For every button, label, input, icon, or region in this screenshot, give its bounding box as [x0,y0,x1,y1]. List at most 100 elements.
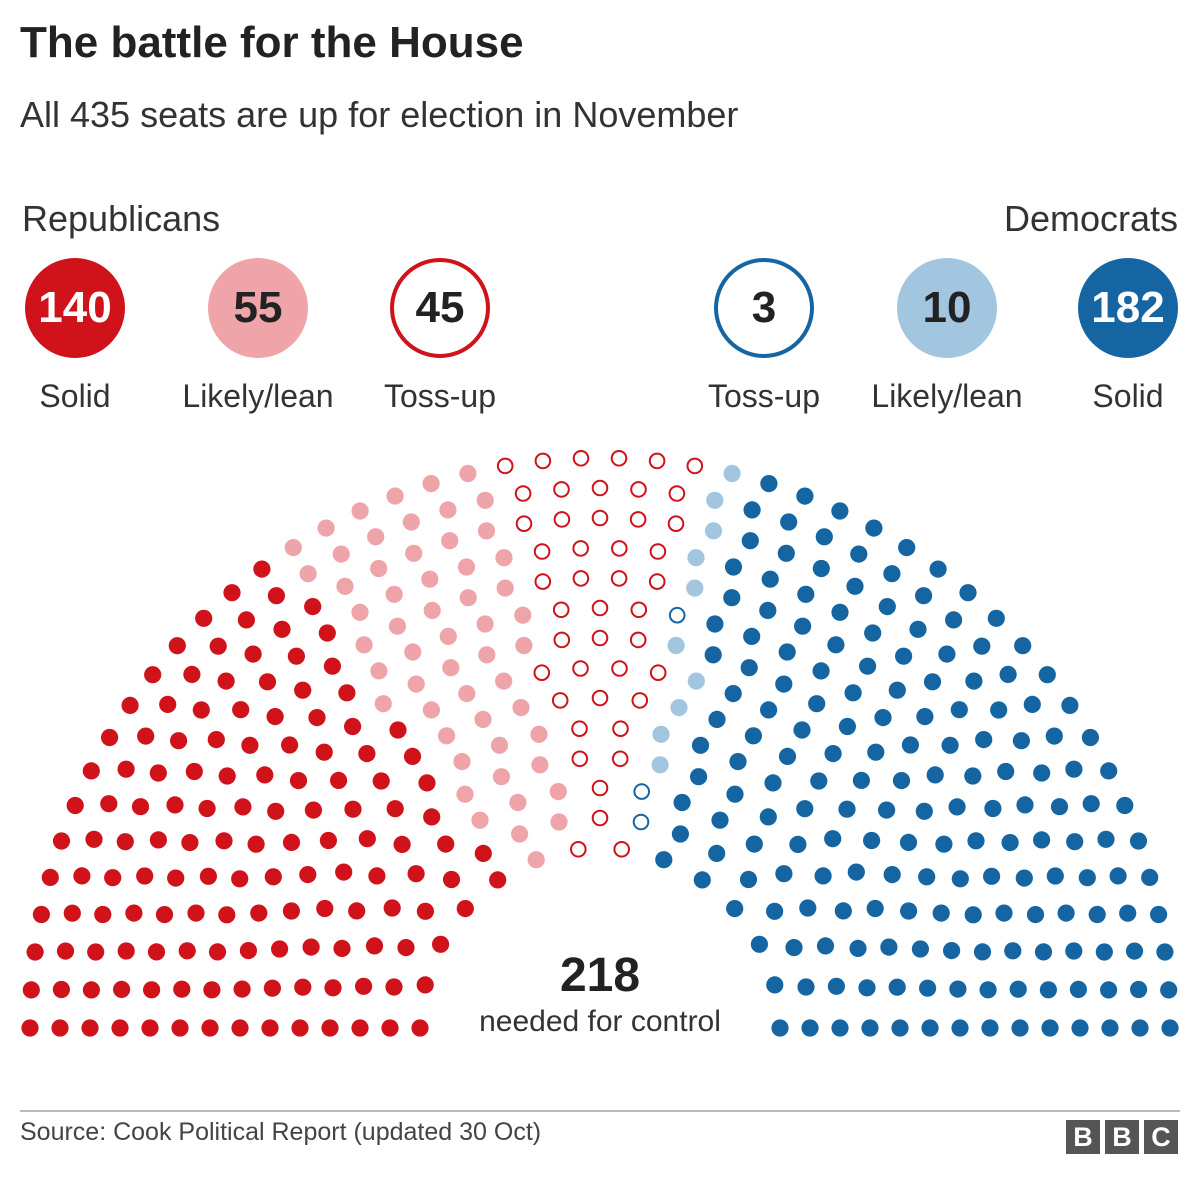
seat-dot-rep-0 [304,598,322,616]
seat-dot-dem-5 [1009,980,1027,998]
seat-dot-dem-5 [987,609,1005,627]
seat-dot-rep-1 [421,570,439,588]
seat-dot-dem-5 [1082,795,1100,813]
seat-dot-dem-5 [1038,666,1056,684]
rep-lean-count-bubble: 55 [208,258,308,358]
seat-dot-dem-5 [918,868,936,886]
seat-dot-rep-1 [422,475,440,493]
seat-dot-dem-5 [844,684,862,702]
seat-dot-dem-5 [883,866,901,884]
seat-dot-dem-5 [1150,905,1168,924]
seat-dot-rep-1 [456,785,474,803]
seat-dot-rep-1 [550,813,568,831]
seat-dot-dem-5 [723,589,741,607]
seat-dot-rep-0 [166,796,184,814]
seat-dot-rep-0 [73,867,91,885]
footer-divider [20,1110,1180,1112]
seat-dot-rep-2 [631,692,649,709]
seat-dot-dem-5 [726,785,744,803]
seat-dot-rep-0 [113,980,131,999]
seat-dot-rep-0 [131,798,150,816]
seat-dot-dem-5 [739,870,758,889]
seat-dot-dem-3 [633,783,651,800]
seat-dot-rep-0 [291,1019,309,1037]
seat-dot-dem-5 [834,902,852,920]
seat-dot-rep-1 [438,727,456,745]
seat-dot-rep-1 [509,793,527,812]
seat-dot-rep-1 [439,501,457,519]
seat-dot-rep-0 [271,940,289,958]
seat-dot-rep-1 [317,519,335,537]
seat-dot-dem-5 [964,906,982,924]
seat-dot-rep-1 [299,565,317,583]
seat-dot-rep-0 [231,1019,249,1037]
seat-dot-rep-0 [338,684,356,702]
seat-dot-dem-5 [1119,904,1137,922]
seat-dot-dem-5 [760,701,778,719]
seat-dot-dem-4 [667,636,685,655]
seat-dot-rep-0 [85,830,103,848]
seat-dot-rep-1 [492,768,510,786]
seat-dot-dem-5 [878,598,896,616]
dem-solid-count-bubble: 182 [1078,258,1178,358]
seat-dot-rep-2 [553,631,571,649]
legend-item-rep-tossup: 45 Toss-up [350,258,530,415]
seat-dot-rep-0 [201,1019,219,1037]
seat-dot-rep-0 [117,942,135,960]
seat-dot-rep-0 [385,978,403,996]
seat-dot-rep-0 [308,709,326,727]
seat-dot-rep-1 [459,464,477,483]
seat-dot-dem-5 [1156,943,1174,961]
seat-dot-dem-5 [1034,943,1053,961]
seat-dot-dem-5 [941,736,959,754]
seat-dot-rep-1 [336,577,354,595]
seat-dot-rep-1 [495,672,513,690]
seat-dot-dem-5 [1095,943,1113,961]
seat-dot-dem-5 [771,1019,789,1037]
seat-dot-rep-0 [209,637,227,655]
seat-dot-rep-0 [287,647,305,665]
seat-dot-dem-5 [838,800,856,818]
seat-dot-rep-2 [591,779,609,797]
seat-dot-rep-2 [630,601,648,619]
seat-dot-rep-0 [32,905,51,924]
seat-dot-dem-5 [923,673,942,691]
seat-dot-dem-5 [824,830,842,848]
seat-dot-dem-5 [1033,764,1051,782]
chart-subtitle: All 435 seats are up for election in Nov… [20,94,739,135]
seat-dot-rep-1 [388,617,406,635]
seat-dot-rep-2 [629,631,647,649]
seat-dot-dem-5 [797,978,815,996]
seat-dot-rep-2 [613,841,631,858]
seat-dot-rep-0 [416,902,434,920]
seat-dot-rep-1 [385,585,403,603]
seat-dot-rep-2 [551,692,569,709]
seat-dot-dem-5 [801,1019,819,1037]
seat-dot-rep-0 [282,833,301,851]
seat-dot-rep-0 [218,906,236,924]
seat-dot-dem-5 [892,772,911,790]
democrats-label: Democrats [1003,198,1178,239]
seat-dot-rep-0 [281,736,299,754]
seat-dot-rep-0 [315,743,333,761]
seat-dot-rep-0 [116,833,134,851]
seat-dot-dem-5 [794,617,812,635]
seat-dot-rep-1 [402,513,420,531]
seat-dot-dem-5 [979,981,997,999]
seat-dot-rep-0 [442,870,461,889]
seat-dot-rep-0 [264,868,282,886]
seat-dot-rep-0 [324,979,342,997]
seat-dot-dem-5 [1101,1019,1119,1037]
seat-dot-dem-5 [878,801,896,819]
seat-dot-dem-5 [847,863,865,881]
seat-dot-dem-5 [1001,834,1019,852]
seat-dot-dem-5 [997,762,1015,781]
seat-dot-rep-1 [386,487,404,505]
seat-dot-rep-0 [335,863,353,881]
seat-dot-rep-0 [144,666,162,684]
seat-dot-dem-5 [789,835,807,853]
seat-dot-dem-5 [1057,904,1075,922]
seat-dot-dem-5 [1078,869,1096,887]
seat-dot-dem-5 [964,767,982,785]
seat-dot-dem-5 [704,646,722,664]
